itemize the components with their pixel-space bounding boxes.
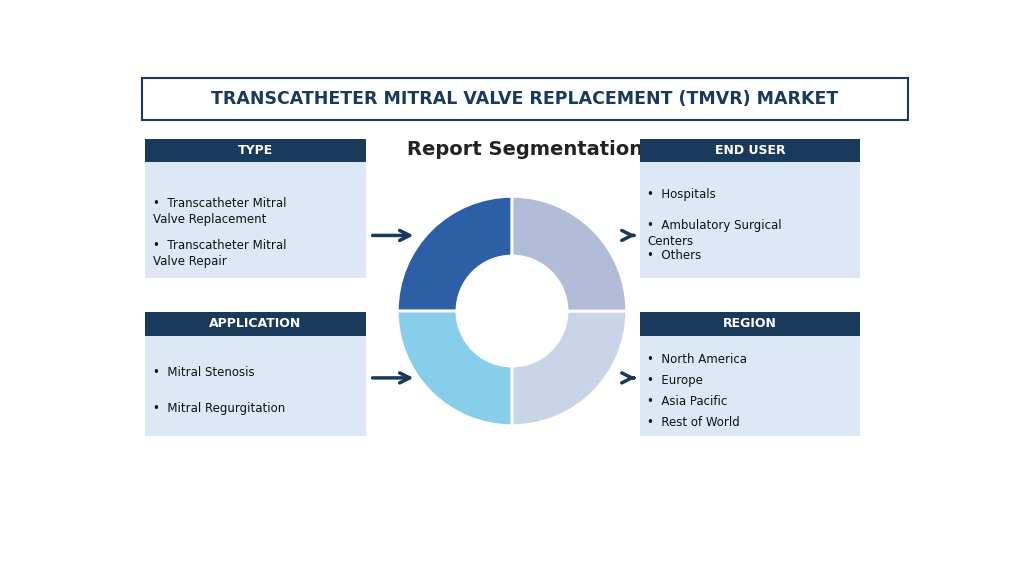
Text: Report Segmentation: Report Segmentation [407,140,643,159]
Wedge shape [397,311,512,426]
Text: END USER: END USER [715,144,785,157]
FancyBboxPatch shape [145,139,366,162]
Wedge shape [512,311,627,426]
FancyBboxPatch shape [145,162,366,278]
Text: APPLICATION: APPLICATION [209,317,302,331]
FancyBboxPatch shape [145,336,366,435]
FancyBboxPatch shape [145,312,366,336]
Text: •  Others: • Others [647,249,701,262]
Text: •  Mitral Regurgitation: • Mitral Regurgitation [153,401,285,415]
Text: •  Transcatheter Mitral
Valve Replacement: • Transcatheter Mitral Valve Replacement [153,198,287,226]
Text: •  Ambulatory Surgical
Centers: • Ambulatory Surgical Centers [647,218,782,248]
FancyBboxPatch shape [640,162,860,278]
Text: •  Europe: • Europe [647,374,703,387]
Text: •  Mitral Stenosis: • Mitral Stenosis [153,366,254,379]
FancyBboxPatch shape [142,78,907,120]
Text: •  Rest of World: • Rest of World [647,416,740,429]
Text: TYPE: TYPE [238,144,273,157]
Text: •  Asia Pacific: • Asia Pacific [647,395,727,408]
Text: TRANSCATHETER MITRAL VALVE REPLACEMENT (TMVR) MARKET: TRANSCATHETER MITRAL VALVE REPLACEMENT (… [211,90,839,108]
Wedge shape [397,196,512,311]
FancyBboxPatch shape [640,139,860,162]
Wedge shape [512,196,627,311]
FancyBboxPatch shape [640,336,860,435]
Text: •  Transcatheter Mitral
Valve Repair: • Transcatheter Mitral Valve Repair [153,238,287,268]
Text: REGION: REGION [723,317,777,331]
Text: •  North America: • North America [647,353,748,366]
Text: •  Hospitals: • Hospitals [647,188,716,201]
FancyBboxPatch shape [640,312,860,336]
